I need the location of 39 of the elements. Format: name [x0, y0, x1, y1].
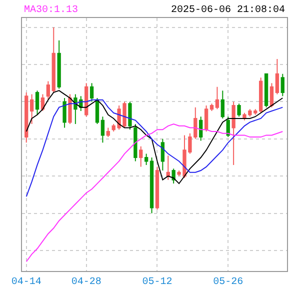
- candlestick: [106, 127, 110, 138]
- candlestick: [264, 73, 268, 108]
- x-tick-label: 05-12: [142, 277, 172, 288]
- candlestick: [139, 146, 143, 168]
- candlestick: [275, 58, 280, 95]
- candlestick: [35, 90, 40, 116]
- candlestick: [30, 94, 34, 125]
- candlestick: [215, 86, 220, 110]
- text: 2025-06-06 21:08:04: [171, 5, 286, 16]
- x-tick-label: 04-14: [11, 277, 42, 288]
- candlestick: [280, 73, 284, 97]
- text: MA30:1.13: [24, 5, 78, 16]
- candlestick: [24, 92, 28, 144]
- candlestick: [90, 82, 94, 102]
- candlestick: [220, 90, 224, 119]
- candlestick: [232, 101, 236, 166]
- candlestick: [144, 153, 148, 166]
- candlestick: [258, 77, 263, 114]
- candlestick: [128, 101, 132, 130]
- candlestick: [199, 116, 203, 142]
- candlestick: [46, 80, 50, 100]
- candlestick: [204, 104, 208, 132]
- candlestick: [84, 82, 88, 118]
- x-tick-label: 05-26: [213, 277, 244, 288]
- candlestick: [166, 155, 170, 180]
- candlestick: [237, 103, 241, 118]
- candlestick: [172, 168, 176, 184]
- x-tick-label: 04-28: [71, 277, 102, 288]
- candlestick: [57, 40, 61, 90]
- candlestick: [52, 26, 56, 93]
- candlestick: [62, 98, 66, 128]
- candlestick: [160, 138, 165, 172]
- candlestick: [155, 166, 160, 210]
- candlestick: [210, 103, 214, 112]
- candlestick: [270, 82, 274, 108]
- candlestick: [68, 94, 72, 125]
- candlestick: [100, 116, 105, 144]
- candlestick: [150, 157, 154, 214]
- candlestick: [134, 124, 138, 162]
